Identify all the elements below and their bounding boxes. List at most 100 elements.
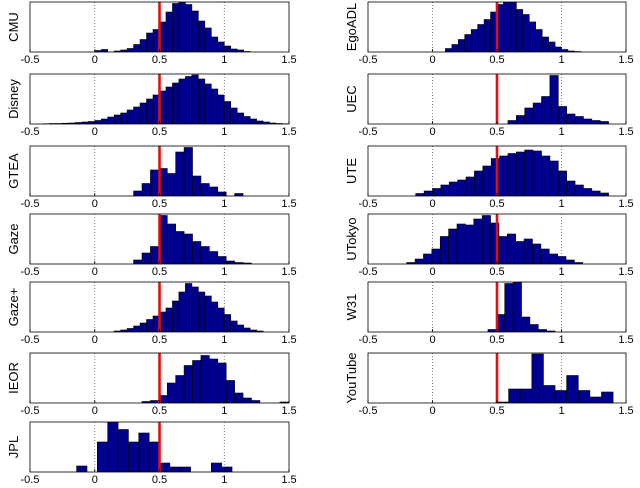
y-axis-label: W31 [344,294,359,321]
x-tick-label: 0.5 [489,54,504,66]
x-tick-label: -0.5 [21,266,40,278]
histogram-bar [133,325,141,332]
histogram-bar [172,300,180,332]
x-tick-label: 0 [429,54,435,66]
histogram-bar [209,251,219,264]
histogram-bar [242,397,252,403]
x-tick-label: -0.5 [21,474,40,486]
histogram-bar [528,21,536,52]
panel-ieor: -0.5 0 0.5 1 1.5 IEOR [6,352,297,417]
x-tick-label: 1 [558,126,564,138]
histogram-bar [512,282,522,332]
histogram-bar [515,241,525,264]
histogram-bar [574,184,584,196]
histogram-bar [150,169,160,196]
x-tick-label: 0 [92,54,98,66]
histogram-bar [113,114,121,124]
y-axis-label: Gaze+ [6,288,21,327]
x-tick-label: 0 [429,266,435,278]
histogram-bar [243,116,251,124]
x-tick-label: -0.5 [359,126,378,138]
x-tick-label: 0.5 [489,334,504,346]
x-tick-label: 1 [558,405,564,417]
histogram-bar [423,190,433,196]
histogram-bar [166,223,176,264]
y-axis-label: IEOR [6,362,21,394]
x-tick-label: -0.5 [359,266,378,278]
histogram-bar [198,291,206,332]
y-axis-label: EgoADL [344,3,359,51]
y-axis-label: JPL [6,436,21,458]
x-tick-label: 1.5 [281,405,296,417]
histogram-bar [126,109,134,124]
histogram-bar [217,307,225,332]
x-tick-label: 1 [558,198,564,210]
x-tick-label: 0.5 [152,54,167,66]
histogram-bar [565,259,575,264]
histogram-bar [133,259,143,264]
histogram-bar [192,175,202,196]
x-tick-label: 0.5 [489,126,504,138]
histogram-bar [548,41,556,52]
histogram-bar [474,170,484,196]
histogram-bar [138,432,150,472]
histogram-bar [499,155,509,196]
histogram-bar [209,186,219,196]
histogram-bar [522,14,530,52]
histogram-bar [477,24,485,52]
histogram-bar [175,231,185,264]
histogram-bar [531,353,544,403]
histogram-bar [148,441,160,472]
panel-gaze: -0.5 0 0.5 1 1.5 Gaze [6,213,297,278]
histogram-bar [279,401,289,403]
histogram-bar [490,158,500,196]
histogram-bar [431,248,441,264]
panel-youtube: -0.5 0 0.5 1 1.5 YouTube [344,352,634,417]
histogram-bar [100,118,108,124]
panel-uec: -0.5 0 0.5 1 1.5 UEC [344,73,634,138]
histogram-bar [465,176,475,196]
x-tick-label: -0.5 [21,405,40,417]
histogram-bar [507,153,517,196]
histogram-bar [225,260,235,264]
histogram-bar [503,2,511,52]
histogram-bar [532,102,542,124]
x-tick-label: 1.5 [281,54,296,66]
histogram-bar [211,88,219,124]
histogram-bar [498,236,508,264]
histogram-bar [457,179,467,196]
x-tick-label: 1.5 [618,54,633,66]
histogram-bar [557,106,567,124]
histogram-bar [204,295,212,332]
histogram-bar [583,118,593,124]
histogram-bar [217,191,227,196]
histogram-bar [540,248,550,264]
x-tick-label: 0.5 [152,126,167,138]
histogram-bar [217,41,225,52]
histogram-bar [172,82,180,124]
histogram-bar [481,215,491,264]
y-axis-label: UEC [344,85,359,112]
histogram-bar [504,283,514,332]
histogram-bar [541,155,551,196]
histogram-bar [440,184,450,196]
histogram-bar [198,20,206,52]
histogram-bar [508,388,521,403]
histogram-bar [100,49,108,52]
histogram-bar [236,49,244,52]
panel-cmu: -0.5 0 0.5 1 1.5 CMU [6,1,297,66]
histogram-bar [230,107,238,124]
histogram-bar [519,388,533,403]
histogram-bar [141,252,151,264]
y-axis-label: Gaze [6,223,21,254]
histogram-bar [249,118,257,124]
x-tick-label: 0 [429,126,435,138]
histogram-bar [185,4,193,52]
histogram-bar [223,314,232,332]
histogram-bar [507,233,517,264]
histogram-bar [211,36,219,52]
histogram-bar [192,241,202,264]
histogram-bar [217,256,227,264]
histogram-bar [159,462,171,472]
